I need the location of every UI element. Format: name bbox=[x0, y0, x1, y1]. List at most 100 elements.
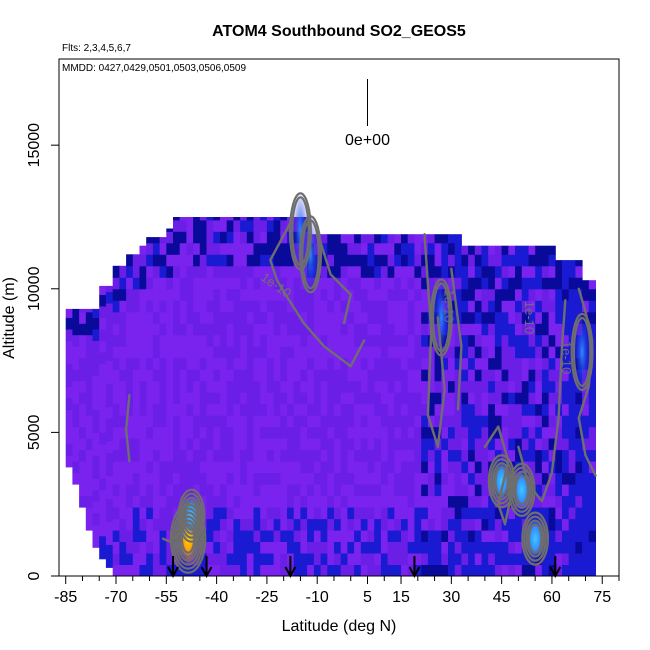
field-cell bbox=[233, 219, 241, 232]
field-cell bbox=[334, 495, 342, 508]
field-cell bbox=[273, 357, 281, 370]
field-cell bbox=[394, 438, 402, 451]
field-cell bbox=[448, 495, 456, 508]
field-cell bbox=[588, 518, 596, 531]
field-cell bbox=[307, 507, 315, 520]
field-cell bbox=[146, 507, 154, 520]
field-cell bbox=[387, 461, 395, 474]
field-cell bbox=[320, 495, 328, 508]
field-cell bbox=[535, 403, 543, 416]
field-cell bbox=[387, 392, 395, 405]
field-cell bbox=[139, 392, 147, 405]
field-cell bbox=[562, 541, 570, 554]
field-cell bbox=[273, 346, 281, 359]
field-cell bbox=[521, 334, 529, 347]
field-cell bbox=[521, 300, 529, 313]
field-cell bbox=[79, 346, 87, 359]
field-cell bbox=[293, 357, 301, 370]
field-cell bbox=[394, 415, 402, 428]
field-cell bbox=[146, 541, 154, 554]
field-cell bbox=[132, 369, 140, 382]
field-cell bbox=[494, 518, 503, 531]
field-cell bbox=[199, 357, 207, 370]
field-cell bbox=[401, 541, 409, 554]
field-cell bbox=[367, 392, 375, 405]
field-cell bbox=[206, 219, 214, 232]
field-cell bbox=[287, 380, 295, 393]
field-cell bbox=[494, 530, 503, 542]
field-cell bbox=[334, 484, 342, 497]
field-cell bbox=[421, 334, 429, 347]
field-cell bbox=[360, 541, 368, 554]
field-cell bbox=[454, 553, 462, 565]
field-cell bbox=[548, 495, 556, 508]
field-cell bbox=[434, 518, 442, 531]
field-cell bbox=[266, 564, 275, 576]
field-cell bbox=[159, 254, 167, 267]
field-cell bbox=[92, 535, 100, 548]
field-cell bbox=[427, 369, 436, 382]
field-cell bbox=[481, 392, 489, 405]
field-cell bbox=[421, 323, 429, 336]
field-cell bbox=[535, 334, 543, 347]
field-cell bbox=[112, 530, 120, 542]
field-cell bbox=[562, 288, 570, 301]
field-cell bbox=[112, 553, 120, 565]
field-cell bbox=[414, 449, 422, 462]
field-cell bbox=[199, 277, 207, 290]
field-cell bbox=[146, 392, 154, 405]
field-cell bbox=[568, 300, 576, 313]
field-cell bbox=[340, 392, 348, 405]
field-cell bbox=[320, 564, 328, 576]
field-cell bbox=[401, 265, 409, 278]
field-cell bbox=[394, 392, 402, 405]
field-cell bbox=[320, 507, 328, 520]
field-cell bbox=[240, 300, 248, 313]
field-cell bbox=[293, 311, 301, 324]
field-cell bbox=[441, 553, 449, 565]
field-cell bbox=[401, 242, 409, 255]
field-cell bbox=[65, 329, 73, 341]
field-cell bbox=[401, 518, 409, 531]
field-cell bbox=[354, 461, 362, 474]
field-cell bbox=[347, 234, 355, 244]
field-cell bbox=[193, 415, 201, 428]
field-cell bbox=[92, 478, 100, 491]
field-cell bbox=[515, 518, 523, 531]
field-cell bbox=[273, 449, 281, 462]
field-cell bbox=[367, 265, 375, 278]
field-cell bbox=[199, 254, 207, 267]
field-cell bbox=[515, 438, 523, 451]
field-cell bbox=[240, 369, 248, 382]
field-cell bbox=[313, 518, 322, 531]
field-cell bbox=[253, 461, 261, 474]
field-cell bbox=[562, 265, 570, 278]
field-cell bbox=[313, 311, 322, 324]
field-cell bbox=[193, 254, 201, 267]
field-cell bbox=[173, 438, 181, 451]
field-cell bbox=[307, 346, 315, 359]
field-cell bbox=[206, 277, 214, 290]
field-cell bbox=[266, 277, 275, 290]
field-cell bbox=[327, 300, 335, 313]
field-cell bbox=[548, 311, 556, 324]
field-cell bbox=[179, 369, 187, 382]
field-cell bbox=[213, 484, 221, 497]
field-cell bbox=[380, 553, 389, 565]
field-cell bbox=[535, 484, 543, 497]
field-cell bbox=[562, 392, 570, 405]
field-cell bbox=[226, 438, 234, 451]
field-cell bbox=[427, 392, 436, 405]
field-cell bbox=[105, 464, 114, 476]
field-cell bbox=[461, 265, 469, 278]
field-cell bbox=[494, 357, 503, 370]
field-cell bbox=[139, 541, 147, 554]
field-cell bbox=[266, 484, 275, 497]
field-cell bbox=[427, 518, 436, 531]
field-cell bbox=[253, 472, 261, 485]
field-cell bbox=[179, 288, 187, 301]
field-cell bbox=[206, 484, 214, 497]
field-cell bbox=[340, 357, 348, 370]
field-cell bbox=[186, 300, 194, 313]
field-cell bbox=[555, 438, 563, 451]
